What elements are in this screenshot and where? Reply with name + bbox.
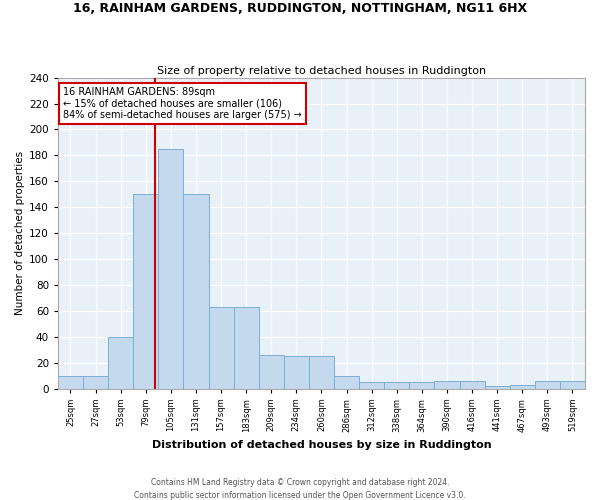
Bar	[108, 337, 133, 388]
Title: Size of property relative to detached houses in Ruddington: Size of property relative to detached ho…	[157, 66, 486, 76]
Bar	[184, 194, 209, 388]
Bar	[485, 386, 510, 388]
Bar	[510, 385, 535, 388]
Bar	[560, 381, 585, 388]
Text: 16, RAINHAM GARDENS, RUDDINGTON, NOTTINGHAM, NG11 6HX: 16, RAINHAM GARDENS, RUDDINGTON, NOTTING…	[73, 2, 527, 16]
Y-axis label: Number of detached properties: Number of detached properties	[15, 151, 25, 315]
Bar	[535, 381, 560, 388]
Bar	[259, 355, 284, 388]
Bar	[83, 376, 108, 388]
Bar	[209, 307, 233, 388]
X-axis label: Distribution of detached houses by size in Ruddington: Distribution of detached houses by size …	[152, 440, 491, 450]
Bar	[309, 356, 334, 388]
Bar	[58, 376, 83, 388]
Bar	[460, 381, 485, 388]
Bar	[334, 376, 359, 388]
Text: 16 RAINHAM GARDENS: 89sqm
← 15% of detached houses are smaller (106)
84% of semi: 16 RAINHAM GARDENS: 89sqm ← 15% of detac…	[63, 87, 302, 120]
Bar	[359, 382, 384, 388]
Bar	[384, 382, 409, 388]
Bar	[409, 382, 434, 388]
Bar	[133, 194, 158, 388]
Bar	[233, 307, 259, 388]
Text: Contains HM Land Registry data © Crown copyright and database right 2024.
Contai: Contains HM Land Registry data © Crown c…	[134, 478, 466, 500]
Bar	[284, 356, 309, 388]
Bar	[434, 381, 460, 388]
Bar	[158, 149, 184, 388]
